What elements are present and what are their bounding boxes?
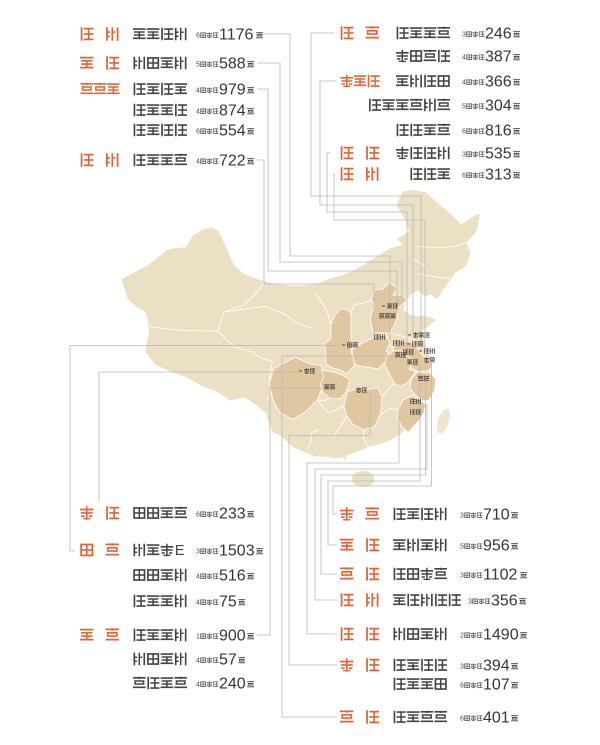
- svg-text:874: 874: [219, 103, 246, 120]
- svg-text:554: 554: [219, 123, 246, 140]
- svg-text:6: 6: [462, 173, 466, 180]
- svg-text:3: 3: [462, 32, 466, 39]
- svg-text:4: 4: [196, 159, 200, 166]
- svg-text:240: 240: [219, 676, 246, 693]
- svg-text:3: 3: [462, 152, 466, 159]
- svg-text:1: 1: [196, 634, 200, 641]
- svg-text:588: 588: [219, 56, 246, 73]
- svg-text:304: 304: [485, 98, 512, 115]
- svg-text:5: 5: [196, 62, 200, 69]
- svg-text:366: 366: [485, 74, 512, 91]
- svg-text:1102: 1102: [483, 567, 518, 584]
- svg-text:6: 6: [462, 129, 466, 136]
- svg-text:3: 3: [468, 599, 472, 606]
- svg-text:394: 394: [483, 658, 510, 675]
- svg-text:4: 4: [196, 682, 200, 689]
- svg-text:4: 4: [462, 80, 466, 87]
- svg-text:246: 246: [485, 26, 512, 43]
- svg-text:535: 535: [485, 146, 512, 163]
- svg-text:5: 5: [460, 544, 464, 551]
- svg-text:57: 57: [219, 652, 237, 669]
- svg-text:722: 722: [219, 153, 246, 170]
- svg-text:710: 710: [483, 507, 510, 524]
- svg-text:387: 387: [485, 49, 512, 66]
- svg-text:3: 3: [196, 549, 200, 556]
- svg-text:356: 356: [491, 593, 518, 610]
- svg-text:1490: 1490: [483, 627, 519, 644]
- svg-text:979: 979: [219, 82, 246, 99]
- svg-text:4: 4: [462, 55, 466, 62]
- svg-text:5: 5: [462, 104, 466, 111]
- svg-text:2: 2: [460, 633, 464, 640]
- svg-text:956: 956: [483, 538, 510, 555]
- svg-text:900: 900: [219, 628, 246, 645]
- svg-text:E: E: [175, 543, 185, 559]
- svg-text:816: 816: [485, 123, 512, 140]
- svg-text:4: 4: [196, 658, 200, 665]
- svg-text:4: 4: [196, 109, 200, 116]
- svg-text:6: 6: [196, 512, 200, 519]
- svg-text:516: 516: [219, 568, 246, 585]
- svg-text:4: 4: [196, 88, 200, 95]
- svg-text:313: 313: [485, 167, 512, 184]
- svg-text:233: 233: [219, 506, 246, 523]
- svg-text:4: 4: [196, 574, 200, 581]
- svg-text:3: 3: [460, 573, 464, 580]
- svg-text:107: 107: [483, 677, 510, 694]
- svg-text:3: 3: [460, 664, 464, 671]
- svg-text:6: 6: [460, 716, 464, 723]
- svg-text:1176: 1176: [219, 27, 254, 44]
- svg-text:4: 4: [196, 600, 200, 607]
- svg-text:1503: 1503: [219, 543, 255, 560]
- svg-text:6: 6: [196, 129, 200, 136]
- svg-text:75: 75: [219, 594, 237, 611]
- svg-text:6: 6: [196, 33, 200, 40]
- svg-text:401: 401: [483, 710, 510, 727]
- svg-text:3: 3: [460, 513, 464, 520]
- svg-text:6: 6: [460, 683, 464, 690]
